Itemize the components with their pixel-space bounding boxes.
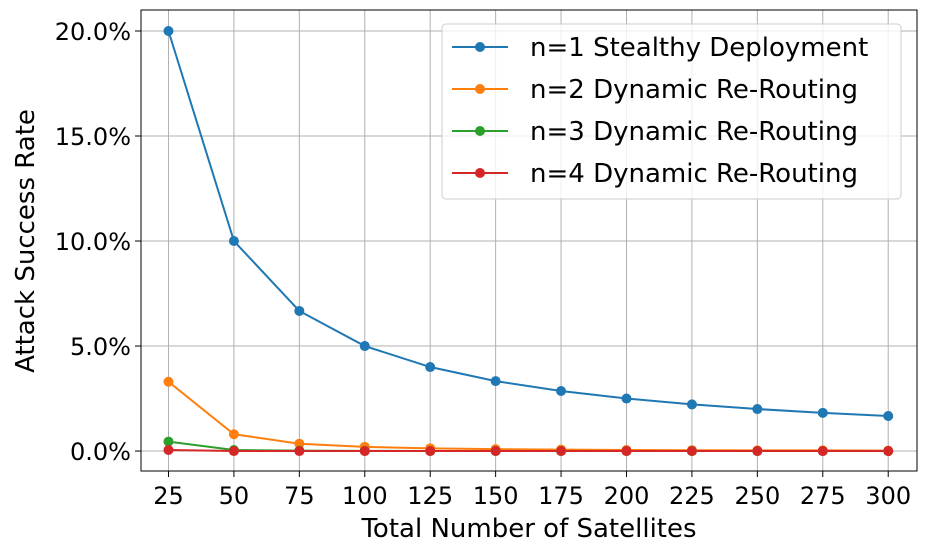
x-tick-label: 150 [473,482,519,510]
data-point [228,429,239,440]
legend-label: n=4 Dynamic Re-Routing [530,159,858,189]
y-tick-label: 5.0% [70,333,131,361]
x-tick-label: 125 [407,482,453,510]
y-tick-label: 0.0% [70,438,131,466]
series-line-1 [167,30,889,417]
legend-box [441,23,902,200]
data-point [294,305,305,316]
data-point [425,446,436,457]
legend-label: n=3 Dynamic Re-Routing [530,117,858,147]
x-tick-label: 250 [734,482,780,510]
x-tick-label: 75 [284,482,315,510]
legend: n=1 Stealthy Deployment n=2 Dynamic Re-Ro… [441,23,902,200]
y-tick-label: 15.0% [55,123,131,151]
series-lines [167,30,889,453]
data-point [359,446,370,457]
y-axis-title: Attack Success Rate [11,109,41,373]
legend-marker [475,126,485,136]
data-point [556,446,567,457]
data-point [163,436,174,447]
x-tick-label: 50 [219,482,250,510]
y-tick-label: 10.0% [55,228,131,256]
y-tick-label: 20.0% [55,18,131,46]
data-point [556,385,567,396]
data-point [883,410,894,421]
x-tick-label: 25 [153,482,184,510]
legend-label: n=2 Dynamic Re-Routing [530,75,858,105]
legend-marker [475,168,485,178]
data-point [425,362,436,373]
data-point [817,407,828,418]
data-point [621,446,632,457]
data-point [163,26,174,37]
data-point [686,446,697,457]
data-point [163,444,174,455]
x-axis-ticks: 25 50 75 100 125 150 175 200 225 250 275 300 [153,471,911,510]
x-axis-title: Total Number of Satellites [360,514,696,544]
x-tick-label: 175 [538,482,584,510]
x-tick-label: 300 [865,482,911,510]
data-point [752,446,763,457]
legend-label: n=1 Stealthy Deployment [530,33,868,63]
data-point [621,393,632,404]
data-point [163,376,174,387]
x-tick-label: 225 [669,482,715,510]
data-point [490,376,501,387]
series-line-4 [168,448,889,453]
data-point [490,446,501,457]
data-point [752,404,763,415]
data-point [359,341,370,352]
data-point [686,399,697,410]
data-point [228,446,239,457]
data-point [294,446,305,457]
x-tick-label: 200 [604,482,650,510]
legend-marker [475,84,485,94]
x-tick-label: 100 [342,482,388,510]
legend-marker [475,42,485,52]
data-point [228,236,239,247]
series-points [163,26,894,457]
y-axis-ticks: 0.0% 5.0% 10.0% 15.0% 20.0% [55,18,141,466]
x-tick-label: 275 [800,482,846,510]
data-point [294,438,305,449]
data-point [817,446,828,457]
data-point [883,446,894,457]
plot-frame [140,9,918,472]
